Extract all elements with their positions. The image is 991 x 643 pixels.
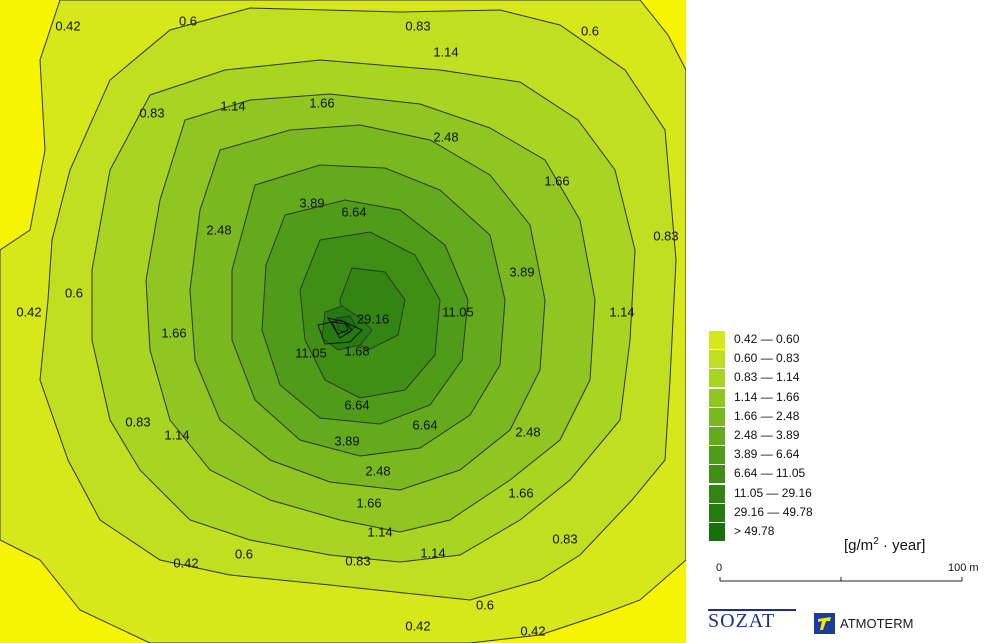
contour-label: 3.89 (509, 264, 534, 279)
contour-label: 1.14 (420, 545, 445, 560)
legend-swatch (709, 523, 725, 541)
legend-item: 11.05 — 29.16 (706, 484, 966, 503)
legend-label: 29.16 — 49.78 (734, 504, 813, 519)
legend-swatch (709, 465, 725, 484)
sozat-logo: SOZAT (708, 606, 798, 636)
contour-label: 3.89 (299, 195, 324, 210)
unit-suffix: · year] (878, 537, 926, 554)
legend-label: 0.60 — 0.83 (734, 351, 800, 366)
scale-end-label: 100 m (948, 562, 979, 574)
contour-label: 0.42 (405, 618, 430, 633)
contour-label: 6.64 (344, 397, 369, 412)
legend-swatch (709, 331, 725, 349)
sozat-logo-rule (708, 609, 796, 611)
legend-unit: [g/m2 · year] (844, 536, 925, 554)
legend-swatch (709, 350, 725, 369)
source-core-lines (317, 317, 363, 345)
sozat-logo-text: SOZAT (708, 610, 776, 632)
legend-item: 29.16 — 49.78 (706, 503, 966, 522)
unit-prefix: [g/m (844, 537, 874, 554)
atmoterm-logo-icon (814, 613, 835, 634)
legend-label: 3.89 — 6.64 (734, 447, 800, 462)
atmoterm-logo: ATMOTERM (814, 612, 954, 636)
contour-label: 1.14 (220, 98, 245, 113)
contour-label: 0.6 (235, 546, 253, 561)
legend-swatch (709, 446, 725, 465)
contour-label: 6.64 (341, 204, 366, 219)
contour-label: 2.48 (433, 129, 458, 144)
contour-labels: 0.42 0.6 0.83 0.61.140.83 1.14 1.662.481.663.… (16, 13, 678, 638)
contour-label: 1.14 (609, 304, 634, 319)
contour-label: 1.68 (344, 343, 369, 358)
contour-bands (0, 0, 686, 643)
contour-label: 1.14 (164, 427, 189, 442)
contour-label: 3.89 (334, 433, 359, 448)
contour-label: 0.6 (581, 23, 599, 38)
legend-label: > 49.78 (734, 524, 775, 538)
contour-label: 0.6 (476, 597, 494, 612)
contour-label: 1.14 (433, 44, 458, 59)
contour-label: 11.05 (295, 345, 327, 360)
legend-swatch (709, 427, 725, 445)
contour-label: 1.66 (544, 173, 569, 188)
scale-bar: 0 100 m (716, 562, 986, 596)
legend-item: 3.89 — 6.64 (706, 445, 966, 465)
contour-label: 2.48 (206, 222, 231, 237)
contour-label: 0.42 (55, 18, 80, 33)
contour-label: 2.48 (365, 463, 390, 478)
contour-label: 0.83 (139, 105, 164, 120)
legend-item: 2.48 — 3.89 (706, 426, 966, 445)
contour-label: 29.16 (357, 311, 390, 326)
contour-label: 1.14 (367, 524, 392, 539)
contour-label: 1.66 (309, 95, 334, 110)
unit-superscript: 2 (873, 536, 879, 547)
contour-label: 1.66 (356, 495, 381, 510)
contour-label: 1.66 (161, 325, 186, 340)
contour-map-canvas: 0.42 0.6 0.83 0.61.140.83 1.14 1.662.481.663.… (0, 0, 686, 643)
contour-label: 11.05 (442, 304, 474, 319)
legend-swatch (709, 369, 725, 388)
legend-label: 0.42 — 0.60 (734, 332, 800, 346)
legend-item: 0.42 — 0.60 (706, 330, 966, 349)
contour-label: 0.6 (179, 13, 197, 28)
contour-label: 0.6 (65, 285, 83, 300)
contour-label: 0.42 (173, 555, 198, 570)
legend-label: 11.05 — 29.16 (734, 485, 812, 500)
legend-item: 1.66 — 2.48 (706, 407, 966, 426)
legend-item: > 49.78 (706, 522, 966, 541)
legend-label: 0.83 — 1.14 (734, 370, 800, 385)
legend-label: 1.14 — 1.66 (734, 389, 800, 404)
legend-item: 1.14 — 1.66 (706, 388, 966, 407)
legend-label: 2.48 — 3.89 (734, 428, 800, 442)
legend-swatch (709, 484, 725, 503)
contour-label: 0.83 (125, 414, 150, 429)
contour-label: 0.42 (520, 623, 545, 638)
legend-item: 0.60 — 0.83 (706, 349, 966, 369)
legend-swatch (709, 407, 725, 426)
legend-label: 6.64 — 11.05 (734, 466, 806, 481)
legend-label: 1.66 — 2.48 (734, 408, 800, 423)
contour-label: 0.83 (552, 531, 577, 546)
legend-swatch (709, 388, 725, 407)
legend-item: 6.64 — 11.05 (706, 464, 966, 484)
contour-label: 6.64 (412, 417, 437, 432)
contour-label: 2.48 (515, 424, 540, 439)
scale-start-label: 0 (716, 562, 723, 574)
contour-label: 1.66 (508, 485, 533, 500)
scale-bar-line (719, 577, 963, 582)
contour-label: 0.83 (405, 18, 430, 33)
contour-label: 0.83 (345, 553, 370, 568)
atmoterm-logo-text: ATMOTERM (840, 616, 914, 631)
contour-label: 0.83 (653, 228, 678, 243)
contour-label: 0.42 (16, 304, 41, 319)
legend-swatch (709, 503, 725, 522)
concentration-map: 0.42 0.6 0.83 0.6 1.14 0.83 1.14 1.66 2.48 1.66 3.… (0, 0, 686, 643)
legend-item: 0.83 — 1.14 (706, 368, 966, 388)
